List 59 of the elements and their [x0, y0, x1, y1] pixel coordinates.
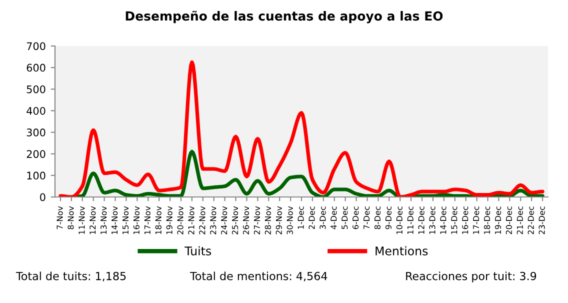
- text: Total de mentions: 4,564: [190, 272, 328, 282]
- legend-label: Mentions: [376, 246, 428, 256]
- x-tick-label: 22-Dec: [528, 206, 534, 234]
- chart-title: Desempeño de las cuentas de apoyo a las EO: [126, 10, 443, 24]
- x-tick-label: 14-Nov: [112, 206, 118, 234]
- x-tick-label: 17-Dec: [473, 206, 480, 234]
- x-tick-label: 7-Dec: [364, 206, 370, 229]
- y-tick-label: 700: [26, 42, 46, 50]
- x-tick-label: 29-Nov: [276, 206, 282, 234]
- x-tick-label: 28-Nov: [264, 206, 271, 234]
- y-tick-label: 100: [27, 172, 46, 180]
- text: Reacciones por tuit: 3.9: [406, 272, 536, 282]
- x-tick-label: 9-Dec: [385, 206, 392, 230]
- x-tick-label: 13-Dec: [429, 206, 436, 234]
- x-tick-label: 4-Dec: [330, 206, 337, 230]
- x-tick-label: 15-Dec: [451, 206, 458, 234]
- y-tick-label: 0: [40, 193, 46, 202]
- x-tick-label: 11-Dec: [407, 206, 414, 234]
- x-tick-label: 8-Dec: [374, 206, 381, 230]
- x-tick-label: 6-Dec: [352, 206, 359, 230]
- x-tick-label: 18-Nov: [155, 206, 162, 234]
- text: Total de tuits: 1,185: [16, 272, 126, 282]
- x-tick-label: 22-Nov: [199, 206, 206, 234]
- x-tick-label: 10-Dec: [396, 206, 402, 234]
- x-tick-label: 13-Nov: [100, 206, 107, 234]
- x-tick-label: 16-Nov: [133, 206, 140, 234]
- x-tick-label: 21-Nov: [188, 206, 194, 234]
- x-tick-label: 30-Nov: [286, 206, 293, 234]
- x-tick-label: 19-Dec: [494, 206, 502, 234]
- x-tick-label: 17-Nov: [144, 206, 150, 234]
- x-tick-label: 12-Nov: [90, 206, 96, 234]
- x-tick-label: 26-Nov: [242, 206, 250, 234]
- x-tick-label: 7-Nov: [56, 206, 63, 230]
- x-tick-label: 11-Nov: [78, 206, 85, 234]
- x-tick-label: 27-Nov: [254, 206, 260, 234]
- x-tick-label: 20-Nov: [177, 206, 184, 234]
- x-tick-label: 20-Dec: [506, 206, 512, 234]
- x-tick-label: 15-Nov: [122, 206, 129, 234]
- x-tick-label: 23-Nov: [210, 206, 216, 234]
- y-tick-label: 600: [26, 64, 46, 72]
- x-tick-label: 5-Dec: [342, 206, 348, 230]
- x-tick-label: 25-Nov: [232, 206, 238, 234]
- y-tick-label: 500: [26, 85, 46, 94]
- x-tick-label: 14-Dec: [440, 206, 446, 234]
- x-tick-label: 24-Nov: [221, 206, 228, 234]
- x-tick-label: 12-Dec: [418, 206, 424, 234]
- x-tick-label: 1-Dec: [298, 206, 304, 229]
- y-tick-label: 300: [26, 128, 46, 136]
- x-tick-label: 19-Nov: [166, 206, 172, 234]
- x-tick-label: 2-Dec: [308, 206, 315, 230]
- y-tick-label: 400: [26, 106, 46, 115]
- x-tick-label: 16-Dec: [462, 206, 468, 234]
- legend-label: Tuits: [184, 246, 212, 256]
- y-tick-label: 200: [26, 150, 46, 158]
- x-tick-label: 18-Dec: [484, 206, 490, 234]
- x-tick-label: 21-Dec: [516, 206, 523, 234]
- x-tick-label: 3-Dec: [320, 206, 326, 230]
- x-tick-label: 23-Dec: [538, 206, 545, 234]
- x-tick-label: 8-Nov: [68, 206, 74, 230]
